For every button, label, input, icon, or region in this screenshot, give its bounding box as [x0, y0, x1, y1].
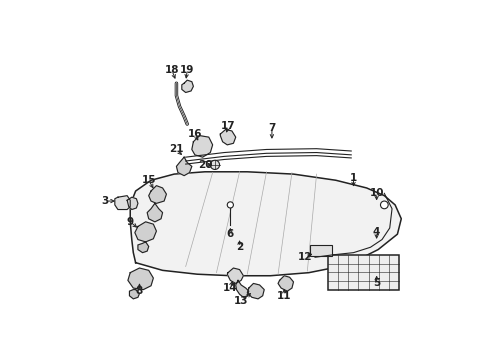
- Bar: [328, 255, 399, 289]
- Text: 5: 5: [373, 278, 380, 288]
- Text: 11: 11: [277, 291, 292, 301]
- Polygon shape: [236, 280, 249, 297]
- Circle shape: [381, 201, 388, 209]
- Bar: [311, 245, 332, 256]
- Text: 14: 14: [223, 283, 238, 293]
- Polygon shape: [192, 136, 213, 157]
- Polygon shape: [115, 195, 130, 210]
- Polygon shape: [247, 283, 264, 299]
- Text: 2: 2: [236, 242, 243, 252]
- Text: 13: 13: [234, 296, 248, 306]
- Text: 10: 10: [369, 188, 384, 198]
- Text: 19: 19: [180, 65, 195, 75]
- Polygon shape: [227, 268, 244, 283]
- Polygon shape: [128, 268, 153, 289]
- Text: 6: 6: [227, 229, 234, 239]
- Polygon shape: [138, 242, 149, 253]
- Text: 8: 8: [136, 286, 143, 296]
- Text: 3: 3: [101, 196, 108, 206]
- Polygon shape: [182, 80, 194, 93]
- Text: 12: 12: [298, 252, 312, 262]
- Text: 1: 1: [350, 173, 357, 183]
- Circle shape: [210, 160, 220, 170]
- Text: 21: 21: [169, 144, 184, 154]
- Text: 18: 18: [165, 65, 179, 75]
- Polygon shape: [129, 289, 140, 299]
- Polygon shape: [278, 276, 294, 291]
- Text: 7: 7: [268, 123, 275, 133]
- Text: 16: 16: [188, 129, 202, 139]
- Polygon shape: [176, 157, 192, 176]
- Polygon shape: [127, 197, 138, 210]
- Polygon shape: [135, 222, 156, 242]
- Text: 20: 20: [197, 160, 212, 170]
- Text: 4: 4: [373, 227, 380, 237]
- Text: 9: 9: [127, 217, 134, 227]
- Polygon shape: [130, 172, 401, 276]
- Text: 15: 15: [142, 175, 156, 185]
- Polygon shape: [220, 130, 236, 145]
- Circle shape: [227, 202, 233, 208]
- Text: 17: 17: [220, 121, 235, 131]
- Polygon shape: [147, 203, 163, 222]
- Polygon shape: [149, 186, 167, 203]
